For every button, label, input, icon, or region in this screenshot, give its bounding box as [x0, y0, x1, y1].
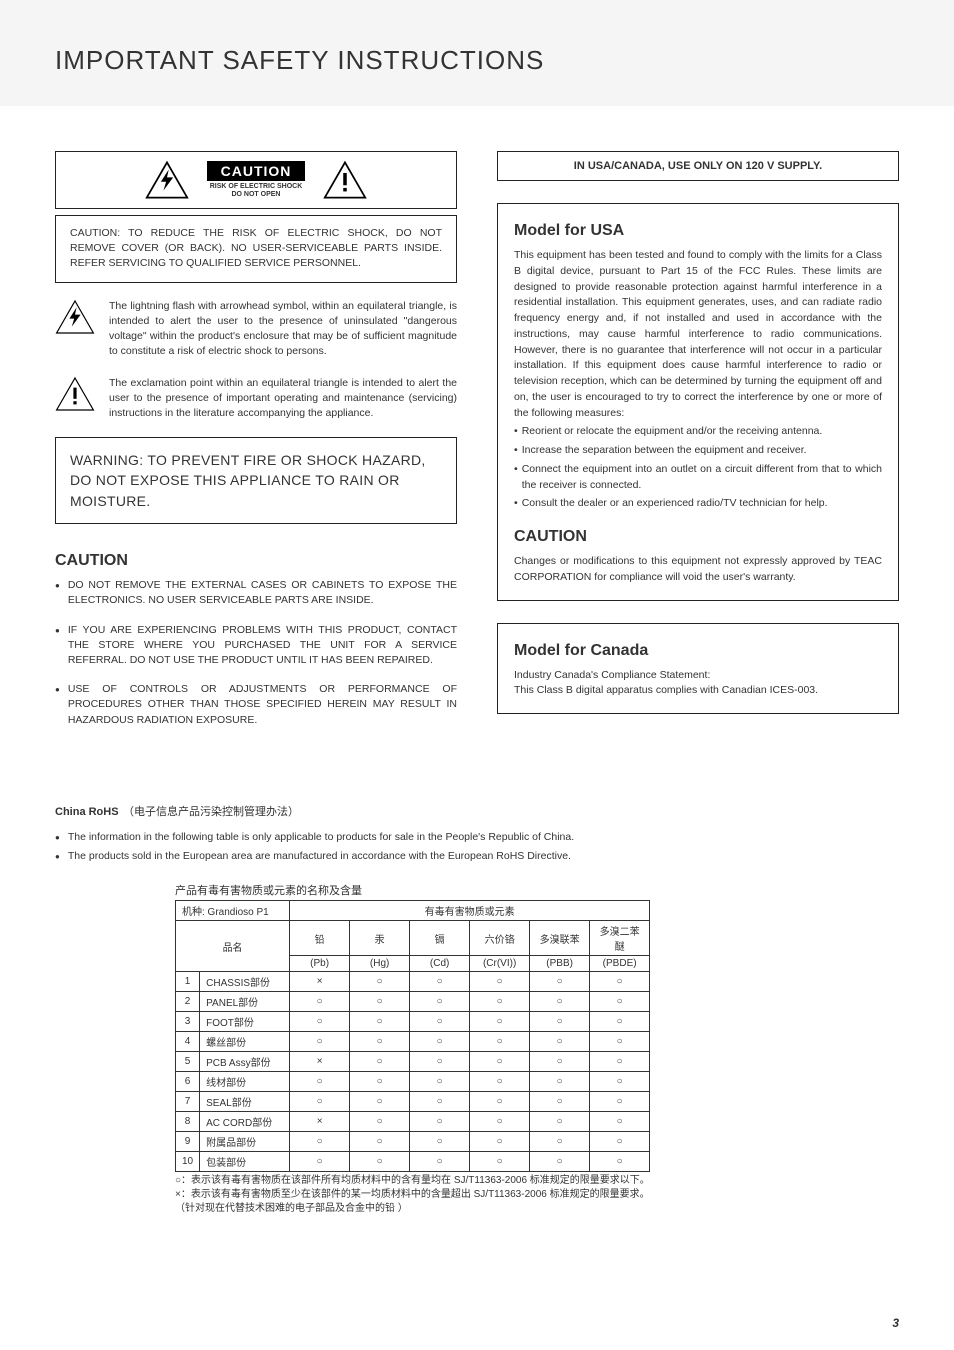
table-row: 品名 铅 汞 镉 六价铬 多溴联苯 多溴二苯醚 [176, 921, 650, 956]
col-cd: 镉 [410, 921, 470, 956]
table-notes: ○：表示该有毒有害物质在该部件所有均质材料中的含有量均在 SJ/T11363-2… [175, 1174, 899, 1216]
table-row: 机种: Grandioso P1 有毒有害物质或元素 [176, 901, 650, 921]
caution-body-box: CAUTION: TO REDUCE THE RISK OF ELECTRIC … [55, 215, 457, 283]
lightning-icon [55, 299, 95, 335]
table-row: 7SEAL部份○○○○○○ [176, 1092, 650, 1112]
caution-heading: CAUTION [207, 161, 306, 181]
usa-bullet-2: Increase the separation between the equi… [514, 443, 882, 459]
lightning-triangle-icon [145, 160, 189, 200]
page-header: IMPORTANT SAFETY INSTRUCTIONS [0, 0, 954, 106]
right-column: IN USA/CANADA, USE ONLY ON 120 V SUPPLY.… [497, 151, 899, 742]
china-rohs-section: China RoHS （电子信息产品污染控制管理办法） The informat… [55, 802, 899, 1216]
note-3: （针对现在代替技术困难的电子部品及合金中的铅 ） [175, 1202, 899, 1216]
note-2: ×：表示该有毒有害物质至少在该部件的某一均质材料中的含量超出 SJ/T11363… [175, 1188, 899, 1202]
table-row: 8AC CORD部份×○○○○○ [176, 1112, 650, 1132]
usa-supply-box: IN USA/CANADA, USE ONLY ON 120 V SUPPLY. [497, 151, 899, 181]
rohs-table-title: 产品有毒有害物质或元素的名称及含量 [175, 882, 899, 898]
right-caution-title: CAUTION [514, 528, 882, 546]
col-pbb: 多溴联苯 [530, 921, 590, 956]
table-row: 5PCB Assy部份×○○○○○ [176, 1052, 650, 1072]
caution-triangle-box: CAUTION RISK OF ELECTRIC SHOCK DO NOT OP… [55, 151, 457, 209]
table-row: 9附属品部份○○○○○○ [176, 1132, 650, 1152]
warning-box: WARNING: TO PREVENT FIRE OR SHOCK HAZARD… [55, 437, 457, 524]
china-title-row: China RoHS （电子信息产品污染控制管理办法） [55, 802, 899, 820]
right-caution-body: Changes or modifications to this equipme… [514, 554, 882, 586]
left-bullet-1: DO NOT REMOVE THE EXTERNAL CASES OR CABI… [55, 578, 457, 608]
model-cell: 机种: Grandioso P1 [176, 901, 290, 921]
col-cr: 六价铬 [470, 921, 530, 956]
col-pb: 铅 [290, 921, 350, 956]
col-hg: 汞 [350, 921, 410, 956]
left-bullet-3: USE OF CONTROLS OR ADJUSTMENTS OR PERFOR… [55, 682, 457, 728]
usa-section: Model for USA This equipment has been te… [497, 203, 899, 601]
china-bullet-2: The products sold in the European area a… [55, 849, 899, 864]
note-1: ○：表示该有毒有害物质在该部件所有均质材料中的含有量均在 SJ/T11363-2… [175, 1174, 899, 1188]
left-column: CAUTION RISK OF ELECTRIC SHOCK DO NOT OP… [55, 151, 457, 742]
table-row: 2PANEL部份○○○○○○ [176, 992, 650, 1012]
page-title: IMPORTANT SAFETY INSTRUCTIONS [55, 0, 899, 76]
usa-bullet-1: Reorient or relocate the equipment and/o… [514, 424, 882, 440]
table-row: 3FOOT部份○○○○○○ [176, 1012, 650, 1032]
canada-line2: This Class B digital apparatus complies … [514, 683, 882, 699]
left-caution-title: CAUTION [55, 552, 457, 570]
caution-line1: RISK OF ELECTRIC SHOCK [207, 183, 306, 191]
canada-section: Model for Canada Industry Canada's Compl… [497, 623, 899, 715]
col-pbde: 多溴二苯醚 [590, 921, 650, 956]
exclamation-triangle-icon [323, 160, 367, 200]
table-row: 6线材部份○○○○○○ [176, 1072, 650, 1092]
table-row: 1CHASSIS部份×○○○○○ [176, 972, 650, 992]
china-bullet-1: The information in the following table i… [55, 830, 899, 845]
lightning-paragraph: The lightning flash with arrowhead symbo… [55, 299, 457, 360]
china-title-cn: （电子信息产品污染控制管理办法） [123, 806, 299, 818]
canada-line1: Industry Canada's Compliance Statement: [514, 668, 882, 684]
rohs-table: 机种: Grandioso P1 有毒有害物质或元素 品名 铅 汞 镉 六价铬 … [175, 900, 650, 1172]
name-header: 品名 [176, 921, 290, 972]
usa-bullet-3: Connect the equipment into an outlet on … [514, 462, 882, 494]
caution-center: CAUTION RISK OF ELECTRIC SHOCK DO NOT OP… [207, 161, 306, 200]
table-row: 4螺丝部份○○○○○○ [176, 1032, 650, 1052]
usa-body: This equipment has been tested and found… [514, 248, 882, 421]
exclamation-text: The exclamation point within an equilate… [109, 376, 457, 422]
table-row: 10包装部份○○○○○○ [176, 1152, 650, 1172]
caution-line2: DO NOT OPEN [207, 191, 306, 199]
usa-title: Model for USA [514, 222, 882, 240]
left-bullet-2: IF YOU ARE EXPERIENCING PROBLEMS WITH TH… [55, 623, 457, 669]
two-column-layout: CAUTION RISK OF ELECTRIC SHOCK DO NOT OP… [55, 151, 899, 742]
page-number: 3 [892, 1316, 899, 1330]
lightning-text: The lightning flash with arrowhead symbo… [109, 299, 457, 360]
usa-bullet-4: Consult the dealer or an experienced rad… [514, 496, 882, 512]
exclamation-paragraph: The exclamation point within an equilate… [55, 376, 457, 422]
haz-header: 有毒有害物质或元素 [290, 901, 650, 921]
china-title-en: China RoHS [55, 806, 119, 818]
canada-title: Model for Canada [514, 642, 882, 660]
exclamation-icon [55, 376, 95, 412]
